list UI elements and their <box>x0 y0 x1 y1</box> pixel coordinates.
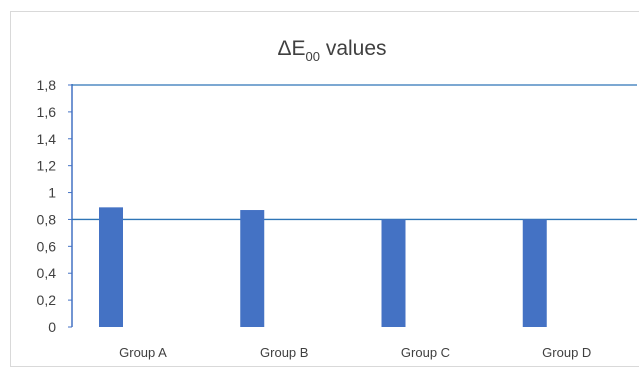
y-tick-label: 1,4 <box>37 131 57 147</box>
chart-title-subscript: 00 <box>306 49 320 64</box>
y-tick-label: 1 <box>48 185 56 201</box>
y-tick-label: 0,6 <box>37 238 57 254</box>
chart-title: ΔE00 values <box>277 37 386 64</box>
chart-title-main: ΔE <box>277 37 305 60</box>
y-tick-label: 1,8 <box>37 77 57 93</box>
bar <box>381 219 406 327</box>
x-category-label: Group D <box>542 345 591 360</box>
y-tick-label: 0 <box>48 319 56 335</box>
x-category-label: Group A <box>119 345 167 360</box>
x-category-label: Group C <box>401 345 450 360</box>
x-category-label: Group B <box>260 345 308 360</box>
bar <box>522 219 547 327</box>
x-axis-labels: Group A Group B Group C Group D <box>119 345 591 360</box>
y-tick-label: 0,8 <box>37 211 57 227</box>
chart-title-suffix: values <box>320 37 387 60</box>
bar <box>240 210 265 327</box>
y-axis: 0 0,2 0,4 0,6 0,8 1 1,2 1,4 1,6 1,8 <box>37 77 73 335</box>
y-tick-label: 0,2 <box>37 292 57 308</box>
bar <box>99 207 123 327</box>
reference-lines <box>72 84 637 221</box>
y-tick-label: 1,2 <box>37 158 57 174</box>
y-tick-label: 1,6 <box>37 104 57 120</box>
y-tick-label: 0,4 <box>37 265 57 281</box>
bars <box>99 207 547 327</box>
